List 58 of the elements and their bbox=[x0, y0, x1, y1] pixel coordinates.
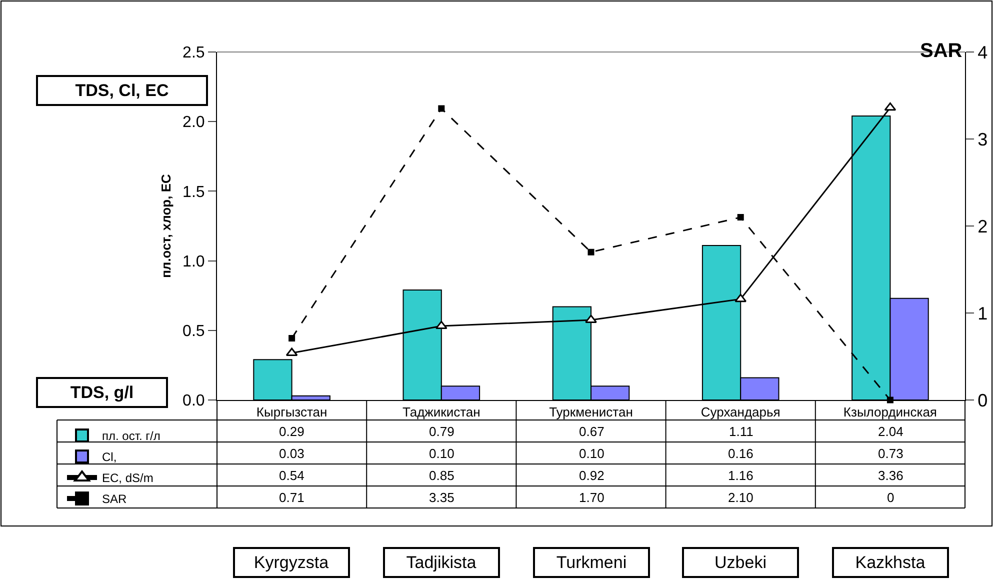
text: TDS, Cl, EC bbox=[75, 81, 169, 100]
x-tick-label: Таджикистан bbox=[402, 404, 480, 420]
y2-tick-label: 2 bbox=[978, 216, 988, 236]
point bbox=[435, 320, 448, 330]
data-label: 0.92 bbox=[579, 468, 604, 483]
y-tick-label: 2.5 bbox=[182, 44, 205, 62]
y2-tick-label: 3 bbox=[978, 129, 988, 150]
point bbox=[585, 314, 597, 323]
point bbox=[588, 248, 594, 256]
y-axis-title: пл.ост, хлор, EC bbox=[158, 173, 174, 278]
point bbox=[286, 348, 298, 356]
data-label: 0.73 bbox=[878, 446, 904, 461]
y-tick-label: 2.0 bbox=[182, 114, 205, 132]
legend-label: SAR bbox=[102, 492, 128, 506]
data-label: 3.35 bbox=[429, 490, 454, 505]
legend-label: пл. ост. г/л bbox=[102, 429, 160, 444]
point bbox=[884, 102, 896, 111]
y-tick-label: 0.0 bbox=[182, 392, 205, 410]
y2-tick-label: 0 bbox=[978, 390, 988, 410]
y2-tick-label: 1 bbox=[978, 303, 988, 324]
data-label: 1.11 bbox=[729, 424, 754, 439]
data-label: 0.16 bbox=[728, 446, 754, 461]
text: Uzbeki bbox=[714, 553, 766, 572]
x-tick-label: Кзылординская bbox=[843, 404, 937, 420]
point bbox=[438, 105, 445, 112]
point bbox=[288, 334, 296, 342]
text: TDS, g/l bbox=[70, 383, 134, 402]
point bbox=[737, 214, 744, 221]
legend-label: Cl, bbox=[102, 450, 117, 464]
text: Turkmeni bbox=[556, 553, 627, 572]
x-tick-label: Кыргызстан bbox=[256, 404, 328, 420]
data-label: 3.36 bbox=[878, 468, 904, 483]
x-tick-label: Сурхандарья bbox=[700, 404, 780, 420]
data-label: 0.54 bbox=[279, 468, 304, 483]
data-label: 2.04 bbox=[878, 424, 904, 439]
x-tick-label: Туркменистан bbox=[549, 404, 633, 420]
text: Kazkhsta bbox=[855, 553, 926, 572]
data-label: 2.10 bbox=[728, 490, 754, 505]
data-label: 0.85 bbox=[429, 468, 454, 483]
y-tick-label: 1.0 bbox=[182, 253, 205, 270]
point bbox=[734, 294, 747, 302]
data-label: 1.70 bbox=[579, 490, 604, 505]
legend-label: EC, dS/m bbox=[102, 471, 154, 486]
y2-tick-label: 4 bbox=[978, 42, 988, 62]
y2-axis-title: SAR bbox=[920, 40, 963, 62]
y-tick-label: 0.5 bbox=[182, 323, 205, 340]
data-label: 0.71 bbox=[279, 490, 304, 505]
data-label: 0.79 bbox=[429, 424, 454, 439]
data-label: 0.03 bbox=[279, 446, 304, 461]
text: Kyrgyzsta bbox=[254, 553, 330, 572]
data-label: 0.10 bbox=[429, 446, 454, 461]
data-label: 0.29 bbox=[279, 424, 304, 439]
data-label: 0.10 bbox=[579, 446, 604, 461]
y-tick-label: 1.5 bbox=[182, 184, 205, 201]
text: Tadjikista bbox=[406, 553, 477, 572]
data-label: 0.67 bbox=[579, 424, 604, 439]
data-label: 1.16 bbox=[728, 468, 754, 483]
data-label: 0 bbox=[887, 490, 894, 505]
